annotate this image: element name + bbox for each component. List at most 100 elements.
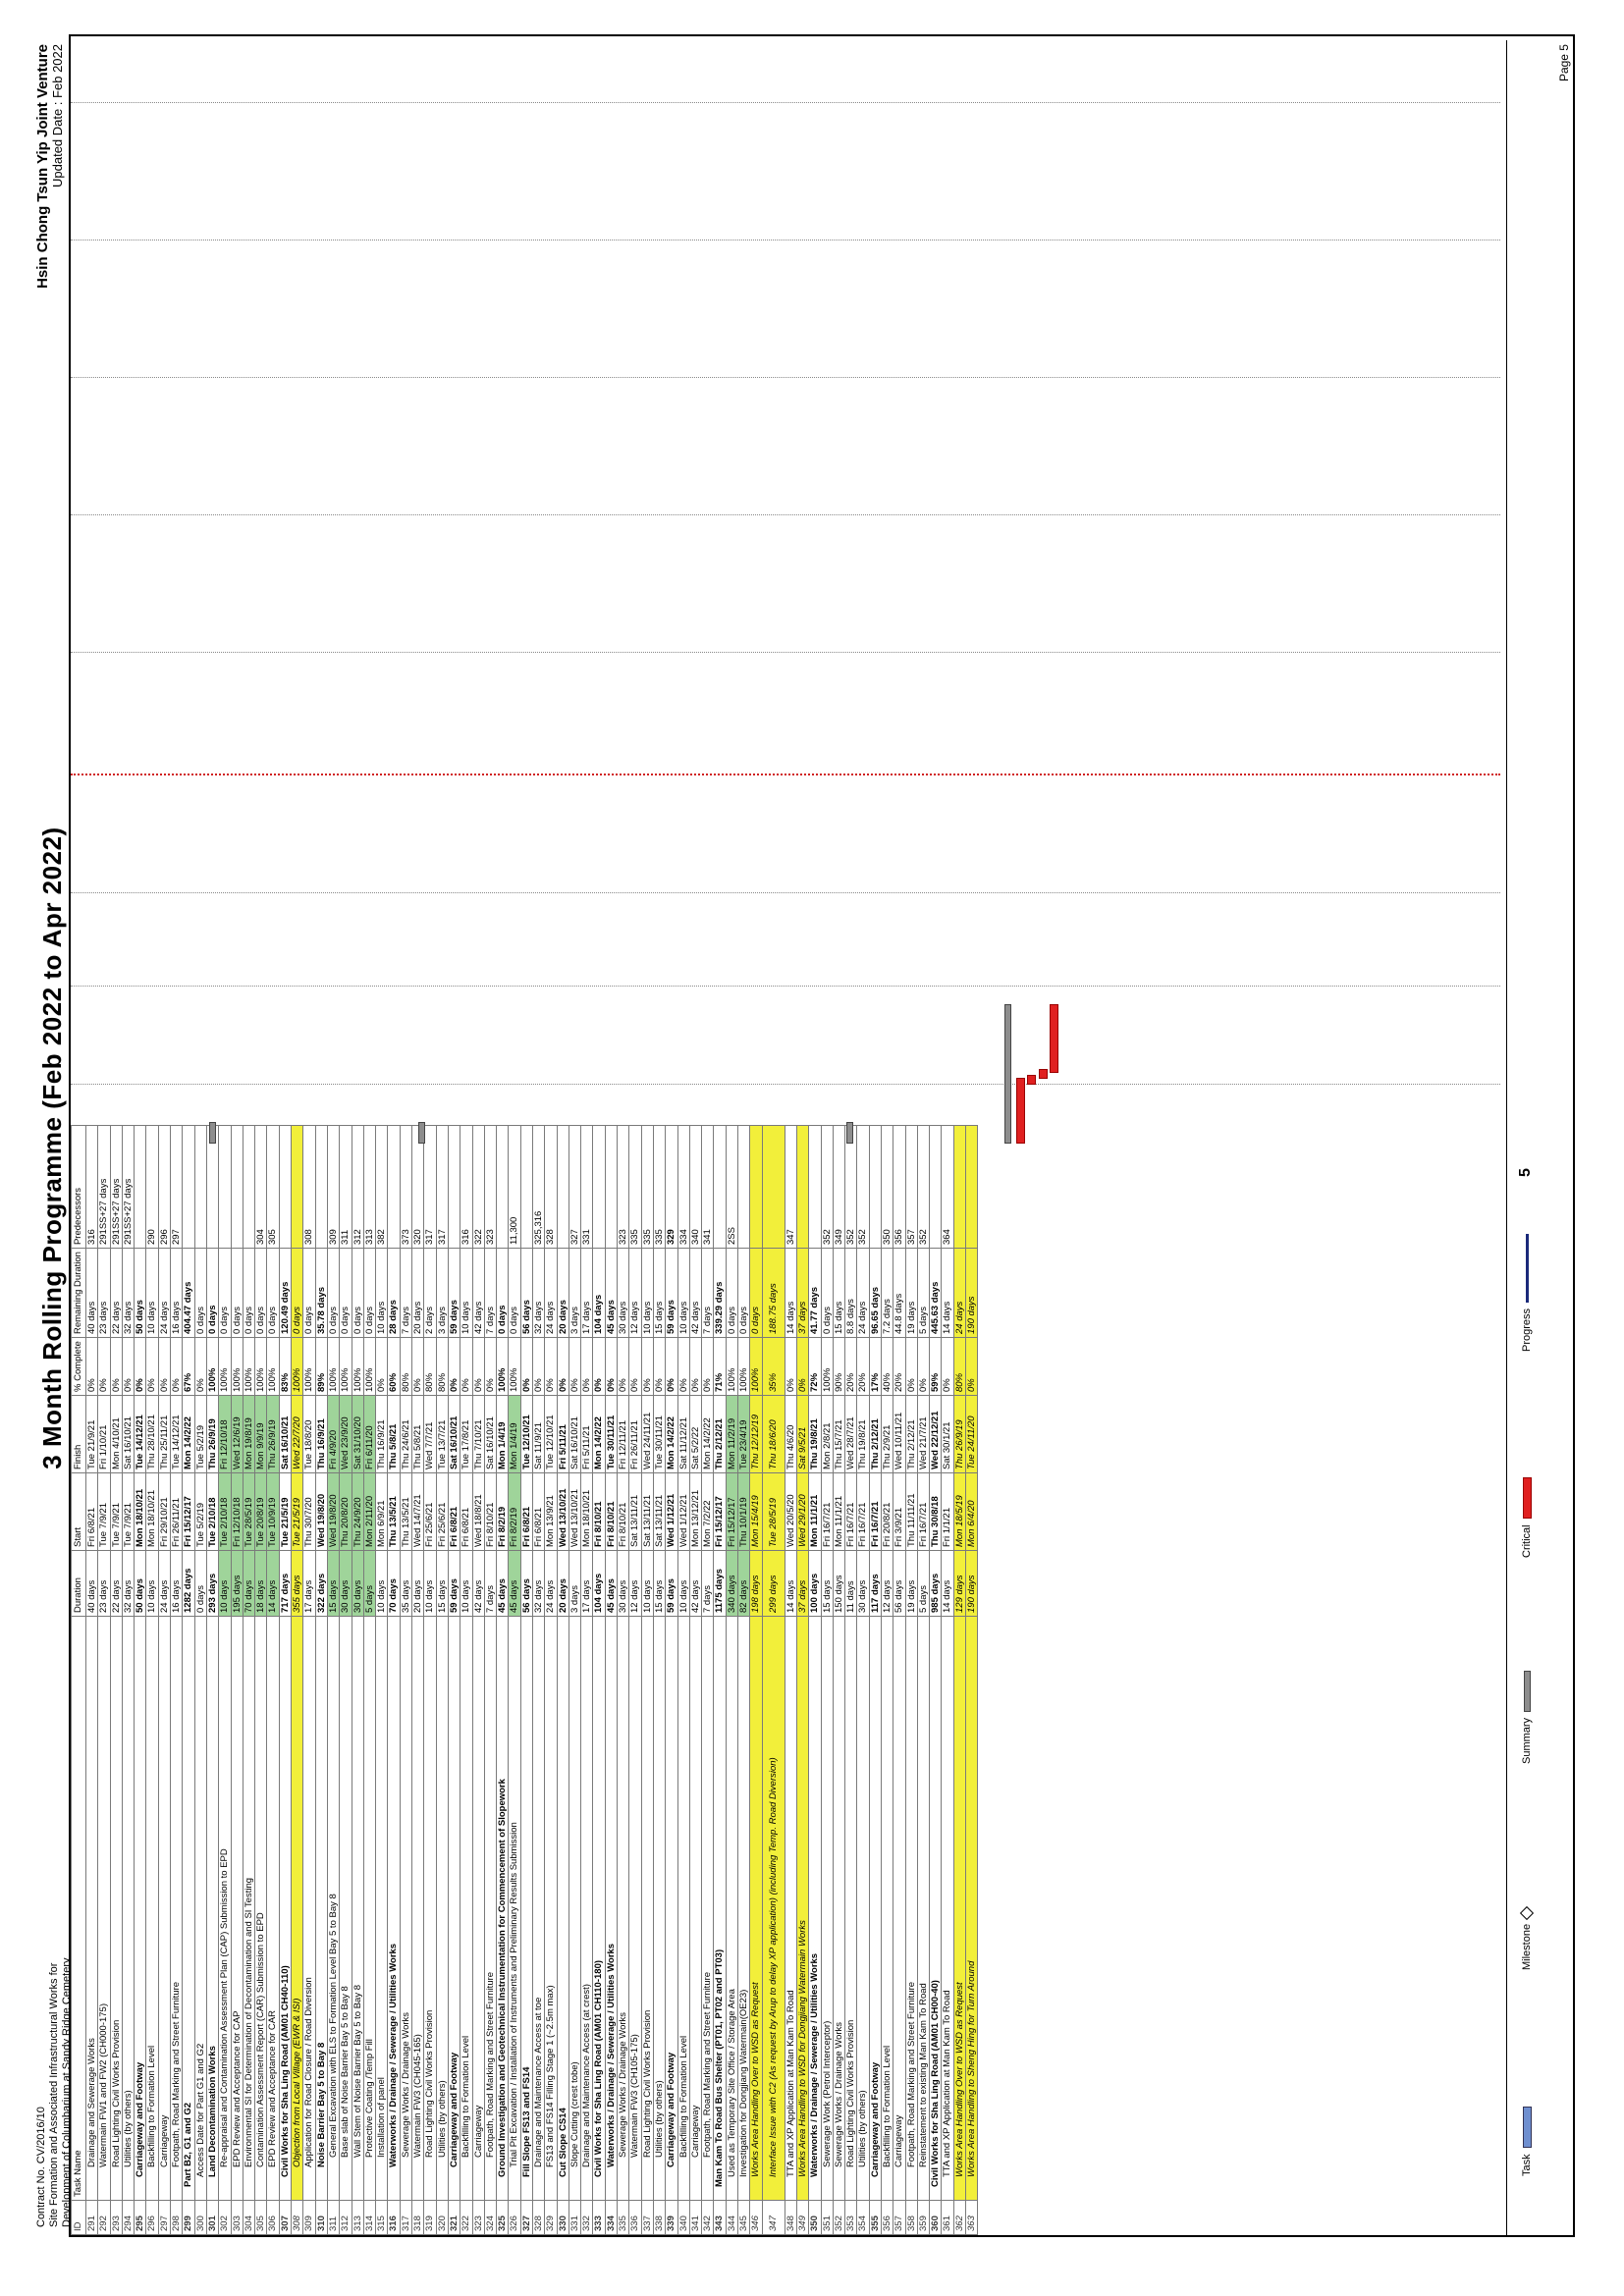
row-predecessors: 291SS+27 days [122,1125,135,1249]
row-task-name: Base slab of Noise Barrier Bay 5 to Bay … [339,1616,352,2201]
table-row: 327 Fill Slope FS13 and FS14 56 days Fri 6/… [520,1125,533,2235]
gantt-gridline [71,652,1500,653]
row-id: 300 [194,2200,207,2235]
row-duration: 16 days [170,1550,183,1617]
row-duration: 50 days [134,1550,146,1617]
row-start: Sat 13/11/21 [653,1472,666,1551]
table-row: 350 Waterworks / Drainage / Sewerage / Ut… [808,1125,822,2235]
row-task-name: Ground Investigation and Geotechnical In… [496,1616,509,2201]
table-row: 352 Sewerage Works / Drainage Works 150 da… [833,1125,845,2235]
row-task-name: Civil Works for Sha Ling Road (AM01 CH00… [929,1616,942,2201]
row-remaining-duration: 19 days [905,1248,918,1338]
row-predecessors [291,1125,303,1249]
row-task-name: Waterworks / Drainage / Sewerage / Utili… [808,1616,822,2201]
row-predecessors: 316 [85,1125,98,1249]
row-finish: Sat 5/2/22 [689,1395,702,1473]
row-percent-complete: 100% [266,1337,280,1396]
row-start: Sat 13/11/21 [628,1472,642,1551]
table-row: 348 TTA and XP Application at Man Kam To … [785,1125,797,2235]
row-finish: Tue 12/10/21 [544,1395,558,1473]
row-finish: Tue 23/4/19 [737,1395,750,1473]
row-start: Fri 8/10/21 [605,1472,618,1551]
row-start: Fri 26/11/21 [170,1472,183,1551]
row-remaining-duration: 41.77 days [808,1248,822,1338]
row-percent-complete: 0% [592,1337,606,1396]
summary-bar [209,1122,216,1144]
table-row: 360 Civil Works for Sha Ling Road (AM01 C… [929,1125,942,2235]
row-predecessors [520,1125,533,1249]
table-row: 293 Road Lighting Civil Works Provision 22… [110,1125,123,2235]
row-remaining-duration: 32 days [532,1248,545,1338]
row-task-name: Waterworks / Drainage / Sewerage / Utili… [605,1616,618,2201]
row-start: Tue 5/2/19 [194,1472,207,1551]
row-id: 350 [808,2200,822,2235]
row-finish: Thu 4/6/20 [785,1395,797,1473]
row-duration: 45 days [496,1550,509,1617]
row-predecessors: 291SS+27 days [110,1125,123,1249]
table-row: 324 Footpath, Road Marking and Street Fur… [484,1125,497,2235]
row-duration: 82 days [737,1550,750,1617]
row-duration: 18 days [254,1550,267,1617]
row-remaining-duration: 35.78 days [315,1248,328,1338]
legend-summary-label: Summary [1521,1717,1533,1764]
row-remaining-duration: 0 days [266,1248,280,1338]
row-predecessors: 311 [339,1125,352,1249]
row-start: Mon 6/4/20 [965,1472,978,1551]
row-percent-complete: 0% [544,1337,558,1396]
row-predecessors: 313 [363,1125,376,1249]
row-duration: 100 days [808,1550,822,1617]
row-predecessors: 328 [544,1125,558,1249]
row-start: Mon 2/11/20 [363,1472,376,1551]
row-duration: 12 days [881,1550,893,1617]
row-task-name: Footpath, Road Marking and Street Furnit… [905,1616,918,2201]
row-start: Tue 28/5/19 [243,1472,255,1551]
task-rows: 291 Drainage and Sewerage Works 40 days Fri… [85,1125,978,2235]
row-task-name: Reinstatement to existing Man Kam To Roa… [917,1616,930,2201]
row-task-name: Carriageway [158,1616,171,2201]
row-id: 363 [965,2200,978,2235]
row-start: Fri 15/12/17 [726,1472,738,1551]
col-remaining-duration: Remaining Duration [71,1248,86,1338]
row-percent-complete: 0% [520,1337,533,1396]
row-remaining-duration: 188.75 days [762,1248,785,1338]
table-row: 359 Reinstatement to existing Man Kam To … [917,1125,930,2235]
row-finish: Mon 4/10/21 [110,1395,123,1473]
row-remaining-duration: 0 days [243,1248,255,1338]
row-start: Mon 18/10/21 [145,1472,159,1551]
row-start: Fri 8/2/19 [508,1472,521,1551]
row-start: Mon 13/12/21 [689,1472,702,1551]
row-predecessors [496,1125,509,1249]
row-id: 309 [302,2200,316,2235]
row-predecessors: 356 [893,1125,906,1249]
row-duration: 10 days [460,1550,472,1617]
row-finish: Tue 14/12/21 [170,1395,183,1473]
table-row: 292 Watermain FW1 and FW2 (CH000-175) 23 d… [97,1125,111,2235]
gantt-gridline [71,892,1500,893]
row-duration: 40 days [85,1550,98,1617]
row-remaining-duration: 14 days [785,1248,797,1338]
row-duration: 59 days [665,1550,678,1617]
row-start: Thu 30/8/18 [929,1472,942,1551]
row-remaining-duration: 59 days [448,1248,460,1338]
table-row: 316 Waterworks / Drainage / Sewerage / Ut… [387,1125,401,2235]
row-id: 325 [496,2200,509,2235]
row-remaining-duration: 10 days [375,1248,388,1338]
row-remaining-duration: 0 days [302,1248,316,1338]
row-finish: Wed 12/6/19 [231,1395,244,1473]
col-finish: Finish [71,1395,86,1473]
row-finish: Tue 24/11/20 [965,1395,978,1473]
row-predecessors: 11,300 [508,1125,521,1249]
row-predecessors: 364 [941,1125,954,1249]
row-predecessors [134,1125,146,1249]
row-finish: Tue 17/8/21 [460,1395,472,1473]
row-percent-complete: 0% [557,1337,569,1396]
row-id: 355 [869,2200,882,2235]
page-number: 5 [1517,1168,1534,1177]
gantt-chart [71,40,1500,1144]
row-duration: 340 days [726,1550,738,1617]
row-finish: Sat 11/12/21 [677,1395,690,1473]
row-percent-complete: 20% [893,1337,906,1396]
row-remaining-duration: 5 days [917,1248,930,1338]
row-remaining-duration: 445.63 days [929,1248,942,1338]
table-row: 334 Waterworks / Drainage / Sewerage / Ut… [605,1125,618,2235]
